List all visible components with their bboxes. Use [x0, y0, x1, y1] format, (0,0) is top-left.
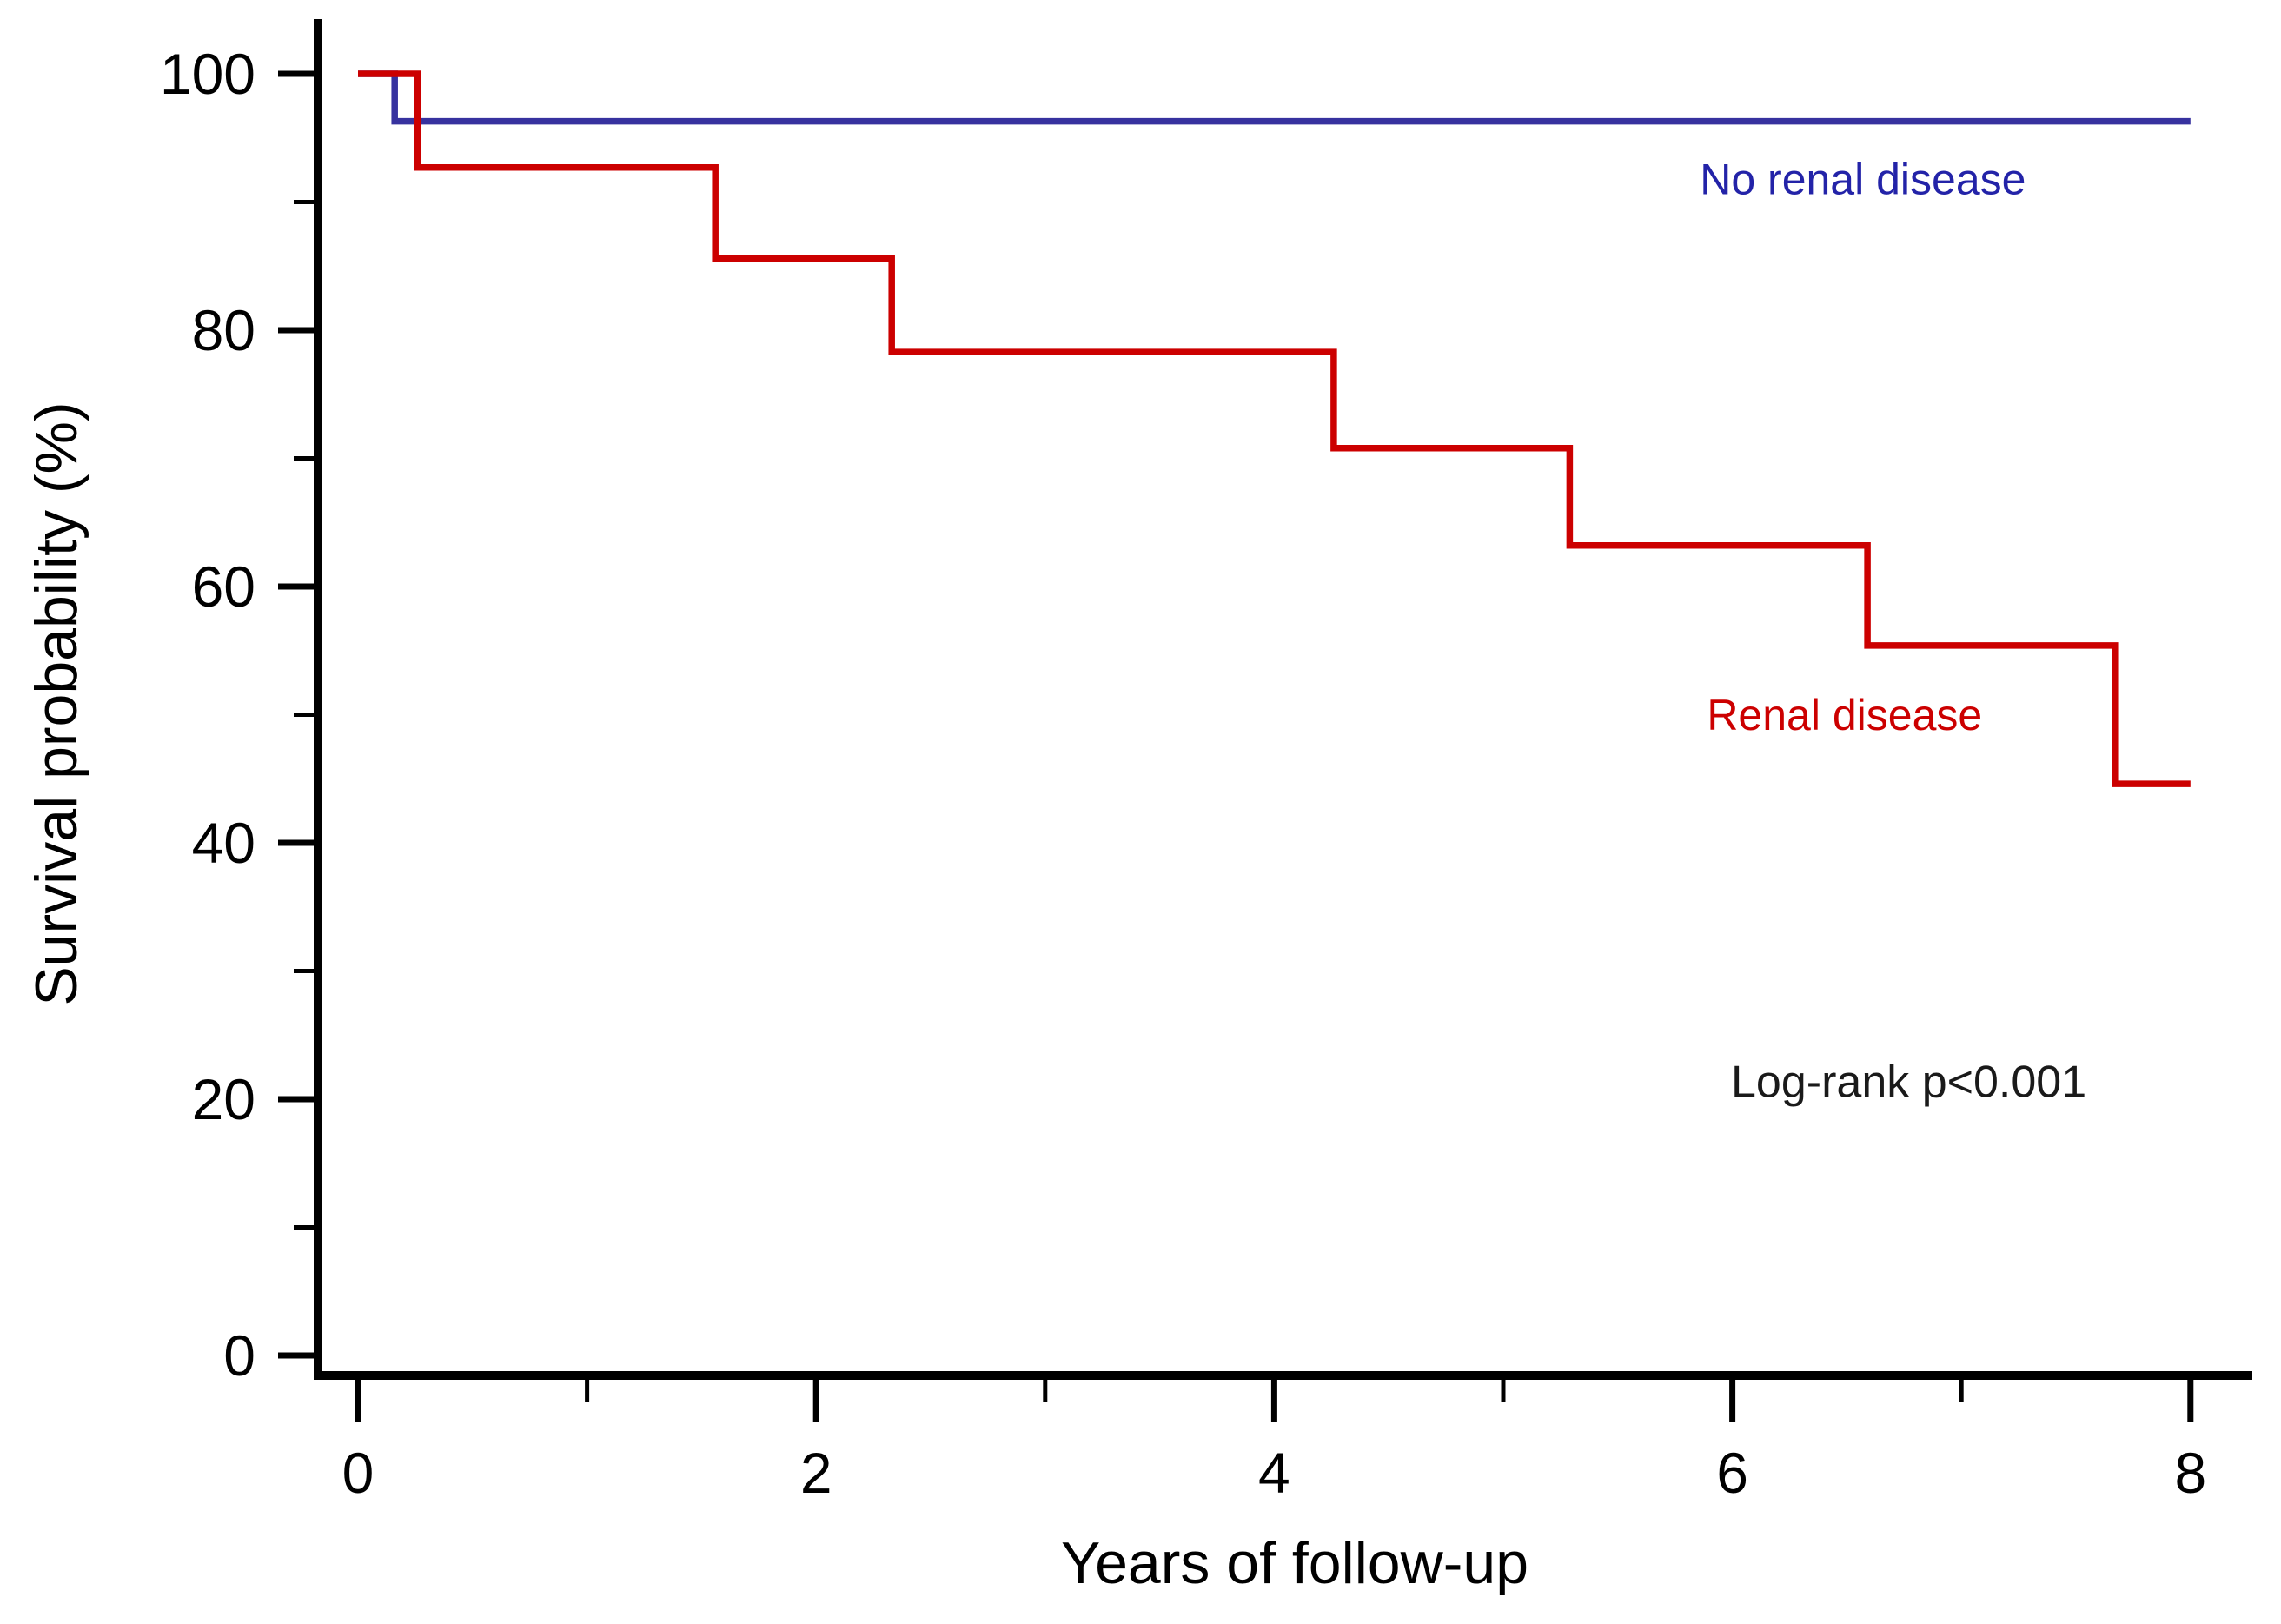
y-tick-label: 80	[192, 298, 255, 362]
y-tick-label: 20	[192, 1067, 255, 1131]
x-tick-label: 0	[342, 1441, 375, 1505]
series-label-renal-disease: Renal disease	[1707, 691, 1982, 739]
x-tick-label: 4	[1258, 1441, 1290, 1505]
y-tick-label: 100	[160, 42, 255, 106]
logrank-annotation: Log-rank p<0.001	[1731, 1057, 2086, 1108]
y-tick-label: 40	[192, 811, 255, 875]
x-tick-label: 2	[800, 1441, 832, 1505]
x-tick-label: 6	[1716, 1441, 1748, 1505]
x-axis-ticks: 0 2 4 6 8	[342, 1372, 2206, 1505]
series-label-no-renal-disease: No renal disease	[1700, 155, 2026, 203]
annotations: Log-rank p<0.001	[1731, 1057, 2086, 1108]
y-tick-label: 60	[192, 554, 255, 619]
series-lines	[358, 70, 2191, 787]
series-line-renal-disease	[358, 70, 2191, 787]
y-axis-ticks: 0 20 40 60 80 100	[160, 42, 322, 1388]
series-labels: No renal disease Renal disease	[1700, 155, 2026, 739]
y-axis-title: Survival probability (%)	[23, 401, 90, 1005]
x-axis-title: Years of follow-up	[1061, 1530, 1528, 1596]
y-tick-label: 0	[223, 1323, 255, 1388]
x-tick-label: 8	[2174, 1441, 2206, 1505]
